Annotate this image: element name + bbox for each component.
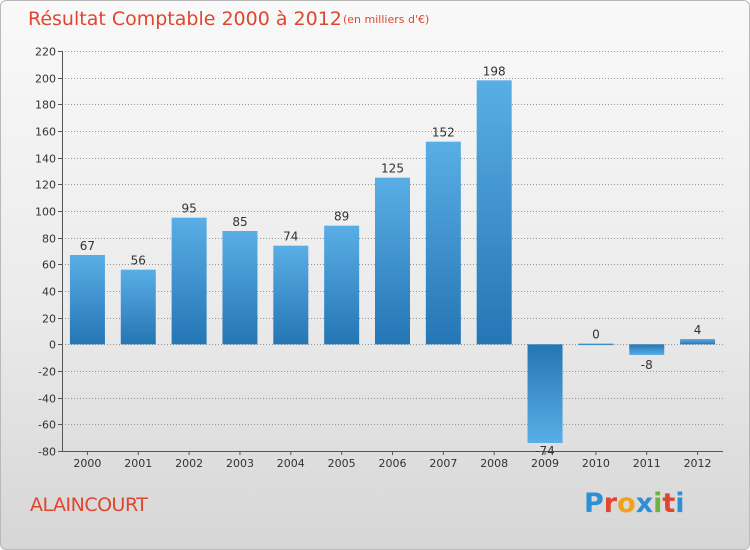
x-tick-label-2000: 2000 — [73, 457, 101, 470]
value-label-2000: 67 — [80, 239, 95, 253]
x-tick-label-2004: 2004 — [277, 457, 305, 470]
y-tick-label: -80 — [38, 446, 56, 459]
y-tick-label: 160 — [35, 126, 56, 139]
y-tick-label: 0 — [49, 339, 56, 352]
x-tick-label-2003: 2003 — [226, 457, 254, 470]
x-tick-label-2008: 2008 — [480, 457, 508, 470]
value-label-2011: -8 — [641, 358, 653, 372]
x-tick-label-2011: 2011 — [633, 457, 661, 470]
logo-letter: r — [603, 488, 618, 519]
value-label-2010: 0 — [592, 328, 600, 342]
logo-letter: x — [635, 488, 654, 519]
y-tick-label: 180 — [35, 99, 56, 112]
bar-2002 — [171, 217, 207, 345]
bar-2005 — [324, 225, 360, 345]
y-tick-label: 220 — [35, 46, 56, 59]
bar-2000 — [69, 255, 105, 345]
value-label-2004: 74 — [283, 230, 298, 244]
value-label-2008: 198 — [483, 64, 506, 78]
logo-letter: P — [584, 488, 604, 519]
y-tick-label: 140 — [35, 153, 56, 166]
value-label-2012: 4 — [694, 323, 702, 337]
commune-name: ALAINCOURT — [30, 494, 148, 516]
x-tick-label-2006: 2006 — [379, 457, 407, 470]
x-tick-label-2002: 2002 — [175, 457, 203, 470]
x-tick-label-2007: 2007 — [429, 457, 457, 470]
bar-2010 — [578, 343, 614, 346]
value-label-2009: -74 — [535, 444, 555, 458]
y-tick-label: 40 — [42, 286, 56, 299]
value-label-2003: 85 — [232, 215, 247, 229]
y-tick-label: 20 — [42, 313, 56, 326]
x-tick-label-2009: 2009 — [531, 457, 559, 470]
y-tick-label: 120 — [35, 179, 56, 192]
value-label-2005: 89 — [334, 210, 349, 224]
bar-2003 — [222, 231, 258, 345]
bar-2004 — [273, 245, 309, 345]
bar-2008 — [476, 80, 512, 345]
bar-2009 — [527, 344, 563, 443]
x-tick-label-2012: 2012 — [684, 457, 712, 470]
value-label-2007: 152 — [432, 126, 455, 140]
logo-letter: i — [653, 488, 663, 519]
value-label-2006: 125 — [381, 162, 404, 176]
bar-2012 — [680, 339, 716, 345]
label-layer: 67 56 95 85 74 89 125 152 198 -74 0 -8 4 — [80, 64, 702, 458]
bar-2007 — [425, 141, 461, 345]
bar-2001 — [120, 269, 156, 345]
x-tick-label-2001: 2001 — [124, 457, 152, 470]
y-tick-label: 100 — [35, 206, 56, 219]
y-tick-label: 200 — [35, 73, 56, 86]
y-tick-label: -60 — [38, 419, 56, 432]
logo-letter: o — [617, 488, 636, 519]
value-label-2001: 56 — [131, 254, 146, 268]
proxiti-logo: Proxiti — [584, 488, 685, 519]
y-tick-label: -40 — [38, 393, 56, 406]
chart-title: Résultat Comptable 2000 à 2012 — [28, 8, 342, 30]
axis-layer: 220200180160140120100806040200-20-40-60-… — [35, 46, 723, 470]
bar-layer — [69, 80, 716, 443]
logo-letter: i — [675, 488, 685, 519]
y-tick-label: 80 — [42, 233, 56, 246]
chart-subtitle: (en milliers d'€) — [343, 13, 430, 26]
y-tick-label: 60 — [42, 259, 56, 272]
x-tick-label-2010: 2010 — [582, 457, 610, 470]
y-tick-label: -20 — [38, 366, 56, 379]
x-tick-label-2005: 2005 — [328, 457, 356, 470]
logo-letter: t — [662, 488, 676, 519]
bar-2006 — [375, 177, 410, 345]
value-label-2002: 95 — [181, 202, 196, 216]
bar-2011 — [629, 344, 665, 355]
